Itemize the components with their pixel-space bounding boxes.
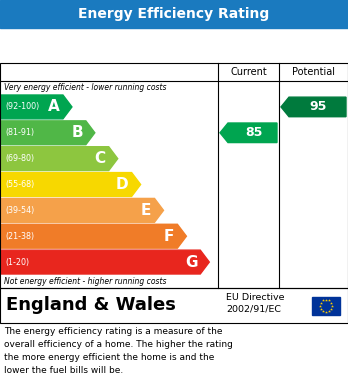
Text: E: E — [141, 203, 151, 218]
Polygon shape — [0, 121, 95, 145]
Bar — [0, 63, 348, 288]
Text: (1-20): (1-20) — [5, 258, 29, 267]
Polygon shape — [220, 123, 277, 143]
Text: (55-68): (55-68) — [5, 180, 34, 189]
Text: D: D — [116, 177, 129, 192]
Polygon shape — [0, 147, 118, 170]
Text: F: F — [164, 229, 174, 244]
Bar — [0, 0, 348, 28]
Text: Energy Efficiency Rating: Energy Efficiency Rating — [78, 7, 270, 21]
Polygon shape — [0, 172, 141, 196]
Text: G: G — [185, 255, 197, 269]
Text: A: A — [48, 99, 60, 115]
Polygon shape — [281, 97, 346, 117]
Text: Current: Current — [230, 67, 267, 77]
Polygon shape — [0, 198, 164, 222]
Bar — [0, 63, 348, 288]
Text: (92-100): (92-100) — [5, 102, 39, 111]
Text: B: B — [71, 125, 83, 140]
Bar — [312, 296, 340, 314]
Text: (21-38): (21-38) — [5, 232, 34, 241]
Text: Very energy efficient - lower running costs: Very energy efficient - lower running co… — [4, 84, 166, 93]
Polygon shape — [0, 224, 187, 248]
Text: The energy efficiency rating is a measure of the
overall efficiency of a home. T: The energy efficiency rating is a measur… — [4, 327, 233, 375]
Text: 95: 95 — [310, 100, 327, 113]
Text: 85: 85 — [245, 126, 262, 139]
Text: Potential: Potential — [292, 67, 335, 77]
Text: EU Directive
2002/91/EC: EU Directive 2002/91/EC — [226, 293, 285, 314]
Text: England & Wales: England & Wales — [6, 296, 176, 314]
Text: Not energy efficient - higher running costs: Not energy efficient - higher running co… — [4, 278, 166, 287]
Text: (39-54): (39-54) — [5, 206, 34, 215]
Text: (69-80): (69-80) — [5, 154, 34, 163]
Text: (81-91): (81-91) — [5, 128, 34, 137]
Polygon shape — [0, 250, 209, 274]
Text: C: C — [95, 151, 106, 166]
Polygon shape — [0, 95, 72, 119]
Bar — [0, 288, 348, 323]
